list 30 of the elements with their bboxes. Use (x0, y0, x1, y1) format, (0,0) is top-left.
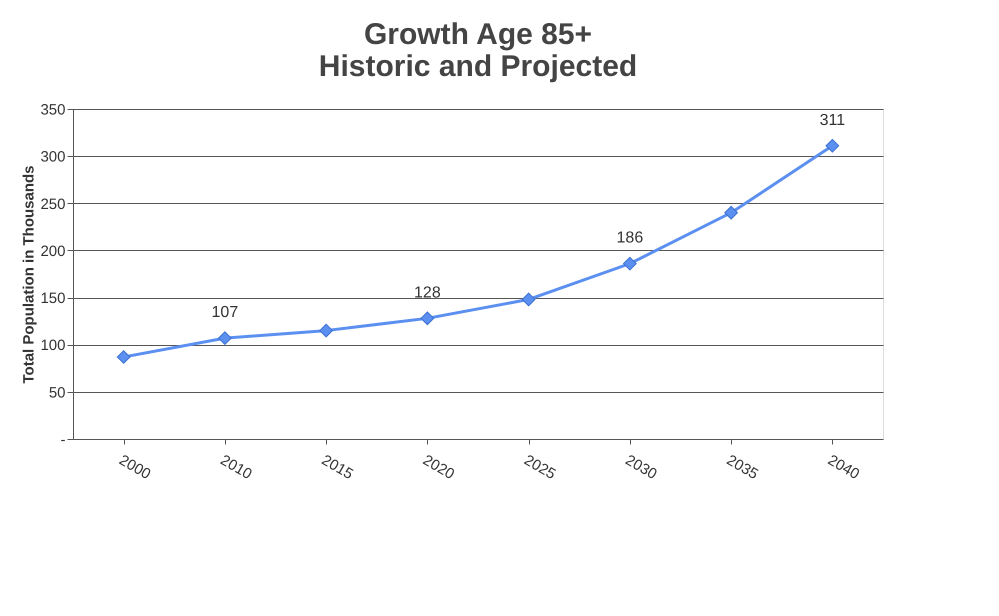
y-tick-label: 150 (40, 290, 66, 308)
y-tick-label: 200 (40, 242, 66, 260)
point (218, 331, 232, 345)
x-tick-label: 2040 (824, 452, 862, 484)
data-label: 311 (820, 112, 846, 129)
data-label: 107 (212, 304, 238, 322)
data-label: 128 (414, 284, 441, 302)
x-tick-label: 2030 (622, 452, 660, 484)
point (724, 206, 738, 220)
y-axis-title: Total Population in Thousands (20, 165, 38, 384)
chart-title: Growth Age 85+ Historic and Projected (318, 18, 638, 83)
y-tick-label: 350 (40, 102, 66, 118)
point (116, 350, 130, 364)
x-tick-label: 2000 (116, 452, 154, 484)
y-tick-label: - (60, 432, 66, 448)
x-tick-label: 2020 (420, 452, 458, 484)
x-tick-label: 2035 (724, 452, 762, 484)
data-label: 186 (616, 230, 644, 247)
point (319, 324, 333, 338)
x-tick-label: 2015 (318, 452, 356, 484)
point (623, 256, 637, 270)
y-tick-label: 300 (40, 148, 66, 166)
y-tick-label: 250 (40, 196, 66, 213)
y-tick-label: 50 (48, 384, 66, 402)
x-tick-label: 2010 (217, 452, 255, 484)
y-tick-label: 100 (40, 337, 66, 354)
point (826, 138, 840, 153)
x-tick-label: 2025 (521, 452, 559, 484)
point (522, 292, 536, 306)
point (420, 311, 434, 326)
